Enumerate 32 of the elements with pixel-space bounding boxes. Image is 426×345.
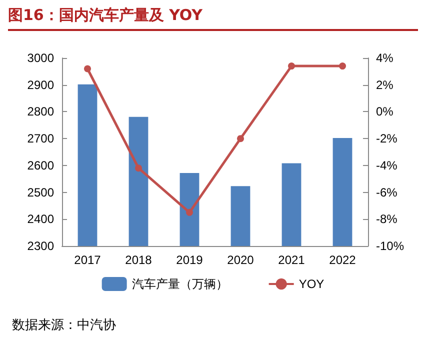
y2-tick-label: -8% [376,212,398,226]
x-tick-label: 2020 [227,253,254,267]
source-note: 数据来源：中汽协 [12,317,116,334]
y2-tick-label: -10% [376,239,404,253]
x-tick-label: 2019 [176,253,204,267]
y-tick-label: 2500 [27,185,54,200]
y2-tick-label: 4% [376,51,394,65]
y2-tick-label: 2% [376,78,394,92]
point [84,65,91,72]
y2-tick-label: -4% [376,158,398,172]
y2-tick-label: 0% [376,104,394,119]
y-tick-label: 2600 [27,158,54,172]
point [186,208,193,216]
x-tick-label: 2017 [74,253,102,267]
y-tick-label: 2800 [27,104,54,119]
y2-tick-label: -2% [376,132,398,146]
x-tick-label: 2022 [329,253,356,267]
legend-label: YOY [298,277,324,291]
y-tick-label: 2400 [27,212,54,226]
x-tick-label: 2018 [125,253,152,267]
point [237,135,244,142]
point [339,62,346,70]
chart-title: 图16：国内汽车产量及 YOY [8,6,418,31]
point [288,62,295,70]
point [135,164,142,172]
y-tick-label: 2900 [27,78,54,92]
y-tick-label: 3000 [27,51,54,65]
y-tick-label: 2300 [27,239,54,253]
x-tick-label: 2021 [278,253,306,267]
legend-label: 汽车产量（万辆） [132,277,228,291]
y2-tick-label: -6% [376,185,398,200]
y-tick-label: 2700 [27,132,54,146]
